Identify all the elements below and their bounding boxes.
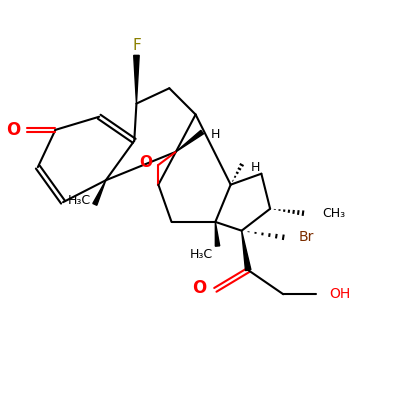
Text: OH: OH: [329, 287, 350, 301]
Text: H₃C: H₃C: [190, 248, 213, 261]
Text: H: H: [250, 161, 260, 174]
Text: H: H: [211, 128, 220, 141]
Text: O: O: [139, 155, 152, 170]
Text: Br: Br: [299, 230, 314, 244]
Polygon shape: [176, 130, 204, 152]
Polygon shape: [215, 222, 220, 246]
Text: CH₃: CH₃: [323, 207, 346, 220]
Polygon shape: [134, 55, 139, 104]
Text: H₃C: H₃C: [67, 194, 90, 206]
Text: O: O: [6, 121, 20, 139]
Text: O: O: [192, 279, 206, 297]
Polygon shape: [242, 231, 251, 270]
Polygon shape: [93, 180, 106, 205]
Text: F: F: [132, 38, 141, 53]
